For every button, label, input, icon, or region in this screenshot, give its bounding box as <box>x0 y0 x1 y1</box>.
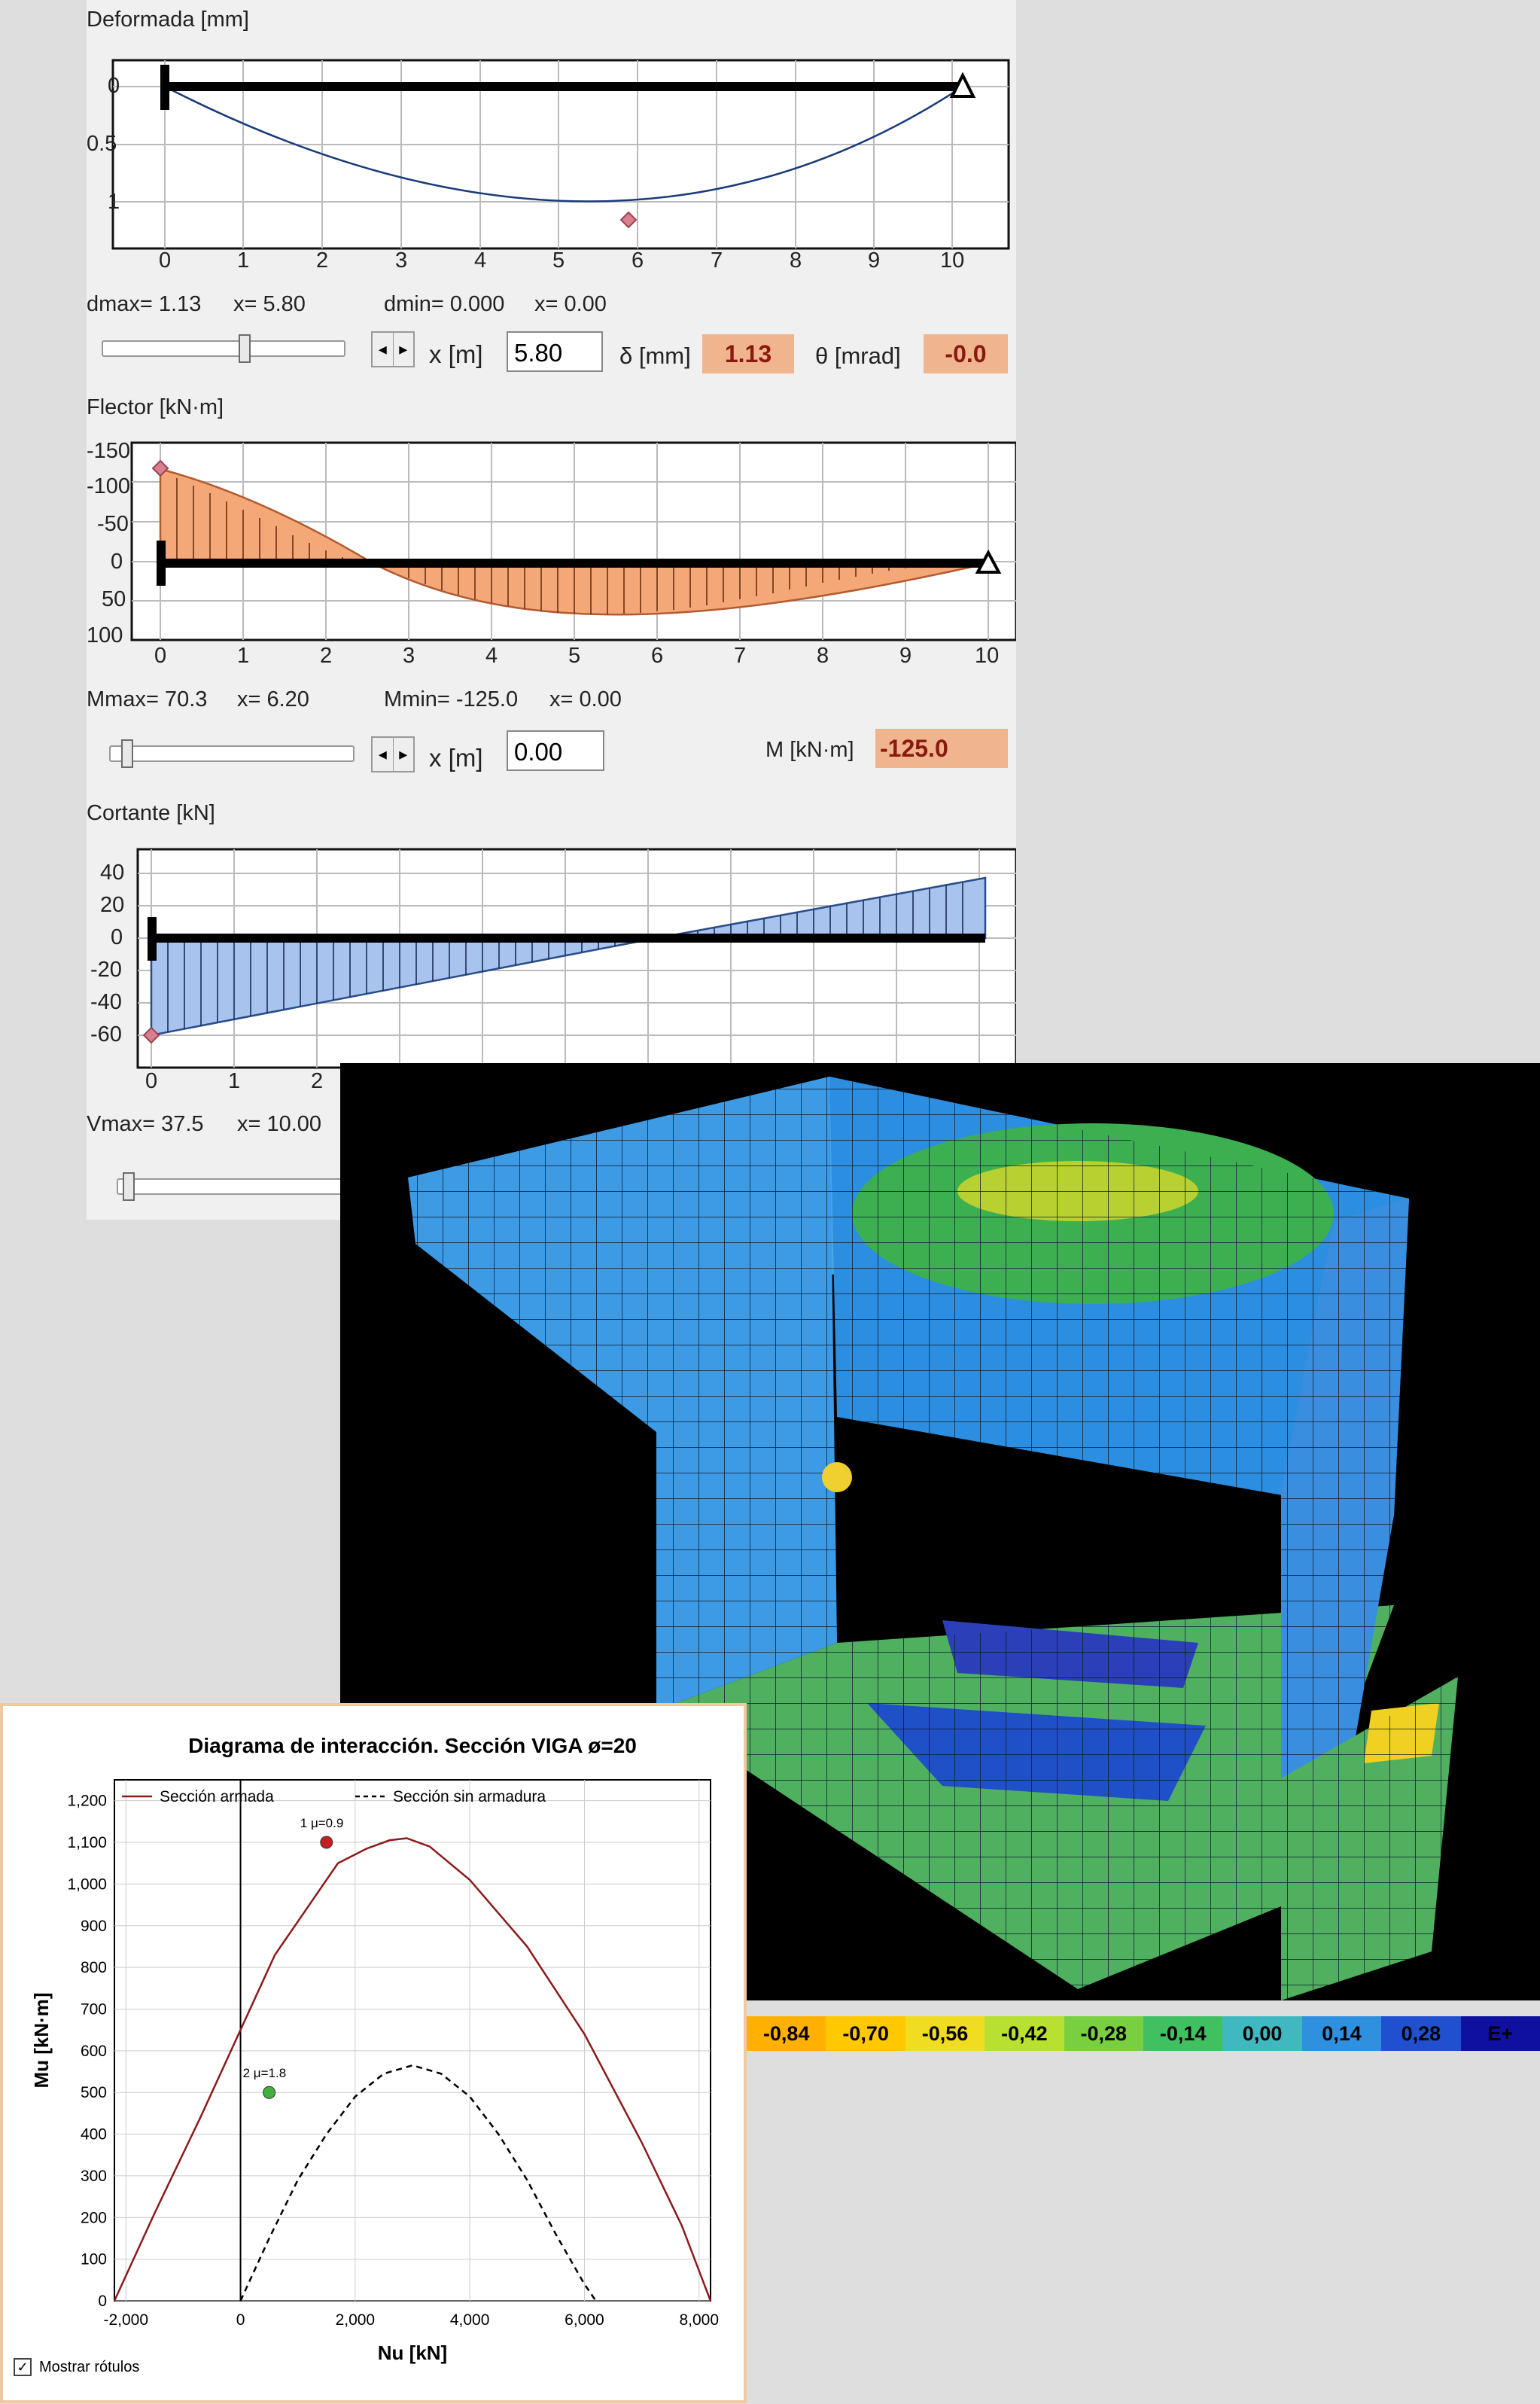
theta-label: θ [mrad] <box>815 343 901 369</box>
flector-min-marker <box>151 459 169 477</box>
series-line <box>239 2064 597 2302</box>
y-tick-label: 1,200 <box>67 1793 107 1810</box>
y-tick-label: 0 <box>98 2293 107 2310</box>
mmin-x-label: x= 0.00 <box>549 687 622 711</box>
vmax-x-label: x= 10.00 <box>237 1112 322 1136</box>
spin-left-icon[interactable]: ◂ <box>373 333 394 366</box>
x-tick-label: 0 <box>236 2311 245 2329</box>
spin-left-icon[interactable]: ◂ <box>373 738 394 771</box>
fem-legend-item: -0,70 <box>826 2016 905 2051</box>
delta-value: 1.13 <box>702 334 794 373</box>
spin-right-icon[interactable]: ▸ <box>399 340 408 358</box>
deformada-max-marker <box>619 211 638 229</box>
y-tick-label: 400 <box>81 2126 107 2143</box>
vmax-label: Vmax= 37.5 <box>87 1112 204 1136</box>
mostrar-rotulos-label: Mostrar rótulos <box>39 2358 140 2375</box>
interaction-chart: Diagrama de interacción. Sección VIGA ø=… <box>30 1734 719 2364</box>
fem-mesh-model <box>408 1077 1458 2000</box>
mmin-label: Mmin= -125.0 <box>384 687 519 711</box>
fem-legend-item: 0,00 <box>1222 2016 1302 2051</box>
cortante-slider-thumb[interactable] <box>123 1172 135 1201</box>
theta-value: -0.0 <box>924 334 1008 373</box>
x-tick-label: 8,000 <box>679 2311 719 2329</box>
m-label: M [kN·m] <box>765 738 854 762</box>
x-tick-label: -2,000 <box>103 2311 148 2329</box>
x-tick-label: 6,000 <box>565 2311 604 2329</box>
dmin-label: dmin= 0.000 <box>384 292 505 316</box>
cortante-title: Cortante [kN] <box>87 801 215 825</box>
deformada-title: Deformada [mm] <box>87 8 249 32</box>
y-tick-label: 700 <box>81 2000 107 2018</box>
fem-legend-item: 0,28 <box>1381 2016 1461 2051</box>
legend-label: Sección armada <box>160 1788 274 1805</box>
dmax-x-label: x= 5.80 <box>233 292 306 316</box>
spin-right-icon[interactable]: ▸ <box>399 745 408 763</box>
cortante-plot <box>136 848 1016 1069</box>
beam-results-panel: Deformada [mm] 0 0.5 1 0 1 2 3 4 5 6 7 8… <box>87 0 1016 1220</box>
delta-label: δ [mm] <box>619 343 691 369</box>
cortante-min-marker <box>142 1026 160 1044</box>
y-tick-label: 900 <box>81 1918 107 1935</box>
data-point <box>263 2086 276 2099</box>
flector-x-label: x [m] <box>429 744 483 772</box>
mmax-x-label: x= 6.20 <box>237 687 309 711</box>
checkbox-icon[interactable]: ✓ <box>14 2358 32 2376</box>
fem-legend-item: -0,84 <box>747 2016 826 2051</box>
fem-color-legend: -0,84 -0,70 -0,56 -0,42 -0,28 -0,14 0,00 0,14 0,… <box>747 2016 1540 2051</box>
y-tick-label: 1,100 <box>67 1834 107 1851</box>
point-label: 2 μ=1.8 <box>243 2066 287 2080</box>
y-tick-label: 200 <box>81 2209 107 2226</box>
cortante-position-slider[interactable] <box>117 1172 345 1201</box>
x-tick-label: 2,000 <box>336 2311 376 2329</box>
fem-legend-item: -0,28 <box>1064 2016 1143 2051</box>
data-point <box>320 1836 333 1849</box>
mostrar-rotulos-checkbox[interactable]: ✓ Mostrar rótulos <box>6 2358 139 2376</box>
y-tick-label: 100 <box>81 2251 107 2268</box>
flector-spin-buttons[interactable]: ◂ ▸ <box>371 736 415 772</box>
deformada-slider-thumb[interactable] <box>239 334 251 363</box>
mmax-label: Mmax= 70.3 <box>87 687 208 711</box>
fem-legend-item: -0,14 <box>1143 2016 1223 2051</box>
flector-x-input[interactable]: 0.00 <box>507 730 604 771</box>
fem-legend-item: -0,56 <box>905 2016 985 2051</box>
flector-slider-thumb[interactable] <box>121 739 133 768</box>
x-axis-label: Nu [kN] <box>378 2342 447 2364</box>
plot-area <box>114 1779 711 2302</box>
deformada-position-slider[interactable] <box>102 334 345 363</box>
deformada-spin-buttons[interactable]: ◂ ▸ <box>371 331 415 367</box>
dmin-x-label: x= 0.00 <box>534 292 607 316</box>
y-tick-label: 500 <box>81 2084 107 2101</box>
fem-legend-item: 0,14 <box>1301 2016 1382 2051</box>
deformada-plot <box>111 59 1010 250</box>
series-line <box>113 1837 712 2302</box>
fem-legend-item: -0,42 <box>985 2016 1064 2051</box>
m-value: -125.0 <box>875 729 1008 768</box>
chart-title: Diagrama de interacción. Sección VIGA ø=… <box>188 1734 637 1757</box>
y-tick-label: 600 <box>81 2043 107 2060</box>
y-axis-label: Mu [kN·m] <box>30 1992 53 2088</box>
deformada-x-label: x [m] <box>429 340 483 368</box>
flector-title: Flector [kN·m] <box>87 395 224 419</box>
interaction-diagram-window: Diagrama de interacción. Sección VIGA ø=… <box>0 1703 747 2403</box>
point-label: 1 μ=0.9 <box>300 1816 344 1830</box>
y-tick-label: 1,000 <box>67 1875 107 1893</box>
y-tick-label: 800 <box>81 1959 107 1976</box>
deformada-x-input[interactable]: 5.80 <box>507 331 603 372</box>
fem-legend-item: E+ <box>1460 2016 1540 2051</box>
x-tick-label: 4,000 <box>450 2311 490 2329</box>
flector-position-slider[interactable] <box>109 739 355 768</box>
y-tick-label: 300 <box>81 2168 107 2185</box>
dmax-label: dmax= 1.13 <box>87 292 202 316</box>
legend-label: Sección sin armadura <box>393 1788 546 1805</box>
flector-plot <box>130 441 1016 641</box>
